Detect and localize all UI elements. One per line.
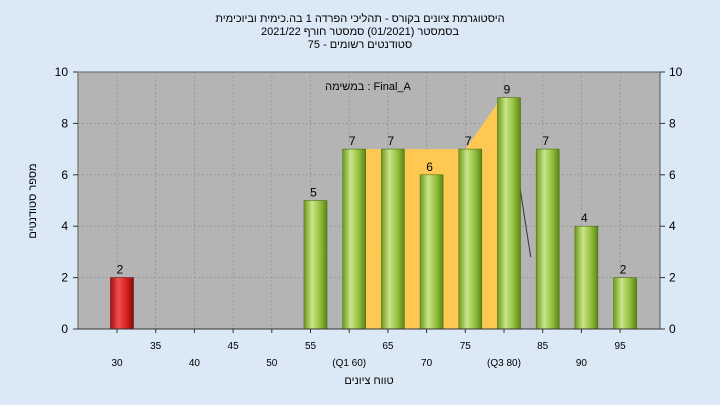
x-axis-label: טווח ציונים — [344, 375, 393, 387]
y-tick-label-right: 10 — [669, 65, 683, 79]
bar-value-label: 5 — [310, 186, 317, 200]
x-tick-label: 75 — [460, 341, 472, 352]
x-tick-label: 85 — [537, 341, 549, 352]
bar-value-label: 2 — [620, 263, 627, 277]
x-axis-ticks: 30 35 40 45 50 55 (Q1 60) 65 70 75 (Q3 80) 85 90 95 — [111, 329, 626, 369]
y-tick-label-right: 0 — [669, 322, 676, 336]
x-tick-label: 30 — [111, 358, 123, 369]
chart-title-line-2: בסמסטר (01/2021) סמסטר חורף 2021/22 — [261, 26, 459, 38]
y-tick-label-right: 2 — [669, 271, 676, 285]
y-axis-label: מספר סטודנטים — [27, 163, 39, 238]
x-tick-label: (Q3 80) — [487, 358, 521, 369]
bar-value-label: 4 — [581, 211, 588, 225]
x-tick-label: 90 — [576, 358, 588, 369]
chart-title-line-1: היסטוגרמת ציונים בקורס - תהליכי הפרדה 1 … — [215, 12, 504, 25]
y-tick-label: 8 — [61, 116, 68, 130]
bar — [342, 148, 367, 330]
bar — [303, 200, 328, 330]
x-tick-label: 55 — [305, 341, 317, 352]
bar-value-label: 6 — [426, 160, 433, 174]
bar — [497, 97, 521, 330]
x-tick-label: (Q1 60) — [332, 358, 366, 369]
x-tick-label: 65 — [382, 341, 394, 352]
bar — [535, 148, 560, 330]
bar-value-label: 7 — [388, 134, 395, 148]
y-axis-right: 0 2 4 6 8 10 — [660, 65, 683, 336]
x-tick-label: 40 — [189, 358, 201, 369]
bar — [419, 174, 444, 330]
x-tick-label: 95 — [615, 341, 627, 352]
y-tick-label-right: 4 — [669, 219, 676, 233]
bar-value-label: 9 — [504, 83, 511, 97]
x-tick-label: 45 — [228, 341, 240, 352]
task-label: במשימה : Final_A — [325, 81, 411, 93]
bar-value-label: 7 — [349, 134, 356, 148]
x-tick-label: 50 — [266, 358, 278, 369]
y-tick-label: 0 — [61, 322, 68, 336]
bar — [574, 225, 599, 330]
y-tick-label: 4 — [61, 219, 68, 233]
y-tick-label-right: 6 — [669, 168, 676, 182]
y-tick-label-right: 8 — [669, 116, 676, 130]
bar-value-label: 7 — [465, 134, 472, 148]
y-tick-label: 2 — [61, 271, 68, 285]
chart-title-line-3: סטודנטים רשומים - 75 — [308, 39, 412, 51]
bar — [381, 148, 405, 330]
bar-value-label: 7 — [542, 134, 549, 148]
bar — [110, 277, 134, 330]
bar — [458, 148, 483, 330]
x-tick-label: 70 — [421, 358, 433, 369]
y-tick-label: 6 — [61, 168, 68, 182]
y-tick-label: 10 — [55, 65, 69, 79]
bar-value-label: 2 — [117, 263, 124, 277]
bar — [613, 277, 637, 330]
x-tick-label: 35 — [150, 341, 162, 352]
bars-layer: 2 5 7 7 6 7 9 7 4 2 — [110, 83, 637, 330]
y-axis-left: 0 2 4 6 8 10 — [55, 65, 78, 336]
